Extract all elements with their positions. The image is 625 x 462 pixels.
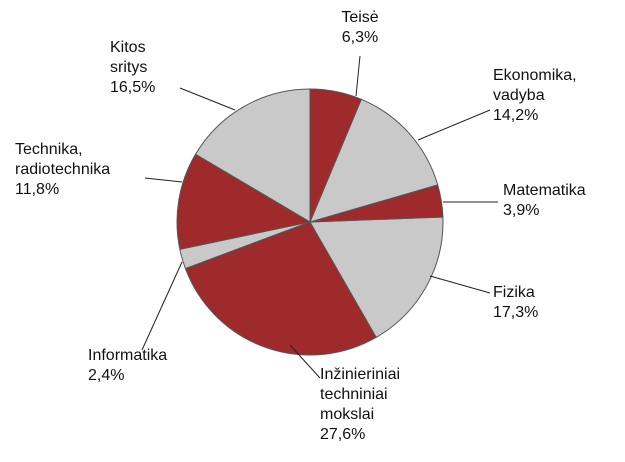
leader-line [355, 55, 361, 97]
category-label: Teisė [341, 9, 379, 26]
category-label: Matematika [503, 182, 586, 199]
slice-label: Inžinieriniai techniniai mokslai 27,6% [320, 365, 400, 445]
leaders [141, 55, 498, 379]
slice-label: Ekonomika, vadyba 14,2% [493, 66, 577, 126]
pie-slice [309, 216, 444, 339]
leader-line [144, 177, 183, 183]
category-label: Inžinieriniai techniniai mokslai [320, 366, 401, 423]
pie-slice [309, 98, 439, 223]
slice-label: Technika, radiotechnika 11,8% [15, 140, 110, 200]
value-label: 14,2% [493, 107, 539, 124]
slice-label: Informatika 2,4% [88, 346, 167, 386]
leader-line [417, 109, 491, 141]
category-label: Technika, radiotechnika [15, 141, 111, 178]
value-label: 6,3% [341, 29, 379, 46]
category-label: Ekonomika, vadyba [493, 67, 577, 104]
category-label: Informatika [88, 347, 168, 364]
value-label: 11,8% [15, 181, 60, 198]
pie-slice [194, 88, 311, 223]
value-label: 2,4% [88, 367, 125, 384]
slice-label: Matematika 3,9% [503, 181, 586, 221]
category-label: Kitos sritys [110, 39, 148, 76]
leader-line [429, 275, 491, 294]
value-label: 17,3% [493, 304, 539, 321]
leader-line [179, 87, 236, 111]
category-label: Fizika [493, 284, 535, 301]
value-label: 27,6% [320, 426, 366, 443]
pie-slice [176, 153, 312, 250]
value-label: 3,9% [503, 202, 540, 219]
slice-label: Teisė 6,3% [330, 8, 390, 48]
slice-label: Kitos sritys 16,5% [110, 38, 155, 98]
pie-slice [309, 88, 362, 223]
value-label: 16,5% [110, 79, 156, 96]
slice-label: Fizika 17,3% [493, 283, 538, 323]
leader-line [289, 344, 321, 379]
leader-line [141, 261, 183, 351]
